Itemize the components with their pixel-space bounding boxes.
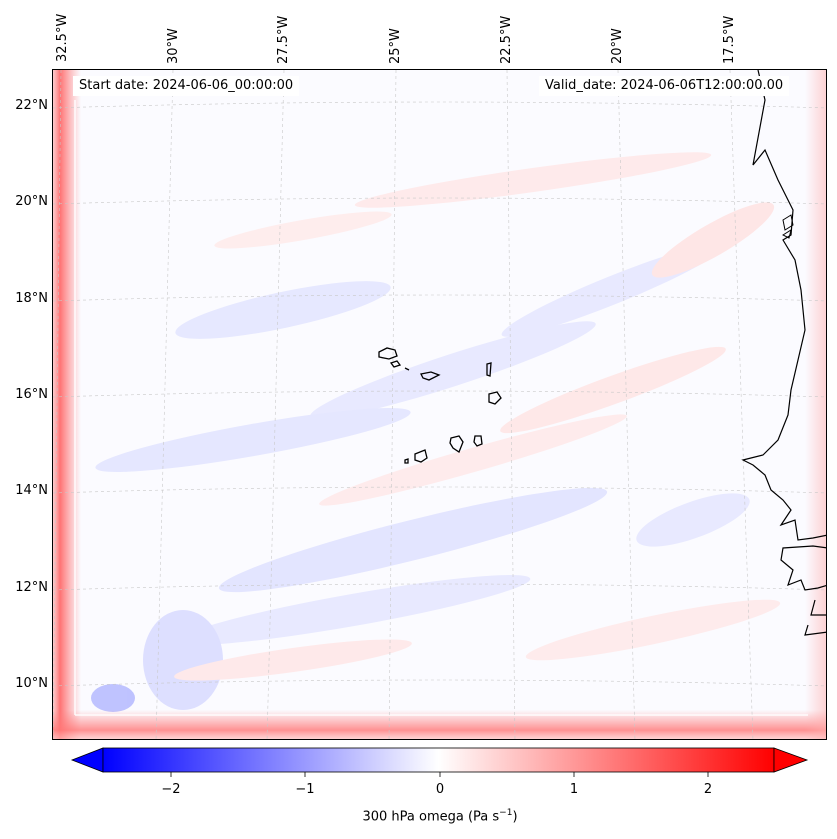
lon-label-30w: 30°W (166, 28, 181, 64)
colorbar-title-sup: −1 (499, 808, 513, 818)
lat-label-14n: 14°N (15, 483, 48, 498)
lon-label-27-5w: 27.5°W (276, 15, 291, 64)
colorbar-tick-neg2: −2 (161, 782, 181, 797)
lat-label-12n: 12°N (15, 580, 48, 595)
map-panel (52, 69, 827, 740)
colorbar-under-arrow (70, 747, 104, 773)
colorbar-body (102, 747, 775, 773)
cape-verde-islands (378, 347, 502, 464)
right-boundary-band (805, 70, 826, 739)
valid-date-label: Valid_date: 2024-06-06T12:00:00.00 (539, 76, 790, 96)
colorbar-title: 300 hPa omega (Pa s−1) (362, 808, 517, 824)
colorbar-tick-1: 1 (569, 782, 579, 797)
lon-label-22-5w: 22.5°W (499, 15, 514, 64)
colorbar (70, 747, 809, 777)
omega-field (53, 70, 826, 739)
coast-inlet (781, 214, 794, 239)
lat-label-18n: 18°N (15, 291, 48, 306)
colorbar-tick-0: 0 (435, 782, 445, 797)
lon-label-25w: 25°W (388, 28, 403, 64)
colorbar-tick-neg1: −1 (295, 782, 315, 797)
lon-label-20w: 20°W (610, 28, 625, 64)
lat-label-22n: 22°N (15, 98, 48, 113)
omega-patches (91, 152, 781, 712)
left-boundary-band (53, 70, 81, 739)
colorbar-title-end: ) (512, 809, 518, 825)
colorbar-tick-2: 2 (703, 782, 713, 797)
lon-label-17-5w: 17.5°W (722, 15, 737, 64)
gridlines (53, 70, 826, 739)
colorbar-title-main: 300 hPa omega (Pa s (362, 809, 500, 825)
lat-label-10n: 10°N (15, 676, 48, 691)
lon-label-32-5w: 32.5°W (55, 13, 70, 62)
start-date-label: Start date: 2024-06-06_00:00:00 (73, 76, 300, 96)
africa-coastline-south (780, 545, 826, 636)
lat-label-20n: 20°N (15, 194, 48, 209)
africa-coastline (741, 70, 826, 541)
lat-label-16n: 16°N (15, 387, 48, 402)
colorbar-over-arrow (773, 747, 809, 773)
